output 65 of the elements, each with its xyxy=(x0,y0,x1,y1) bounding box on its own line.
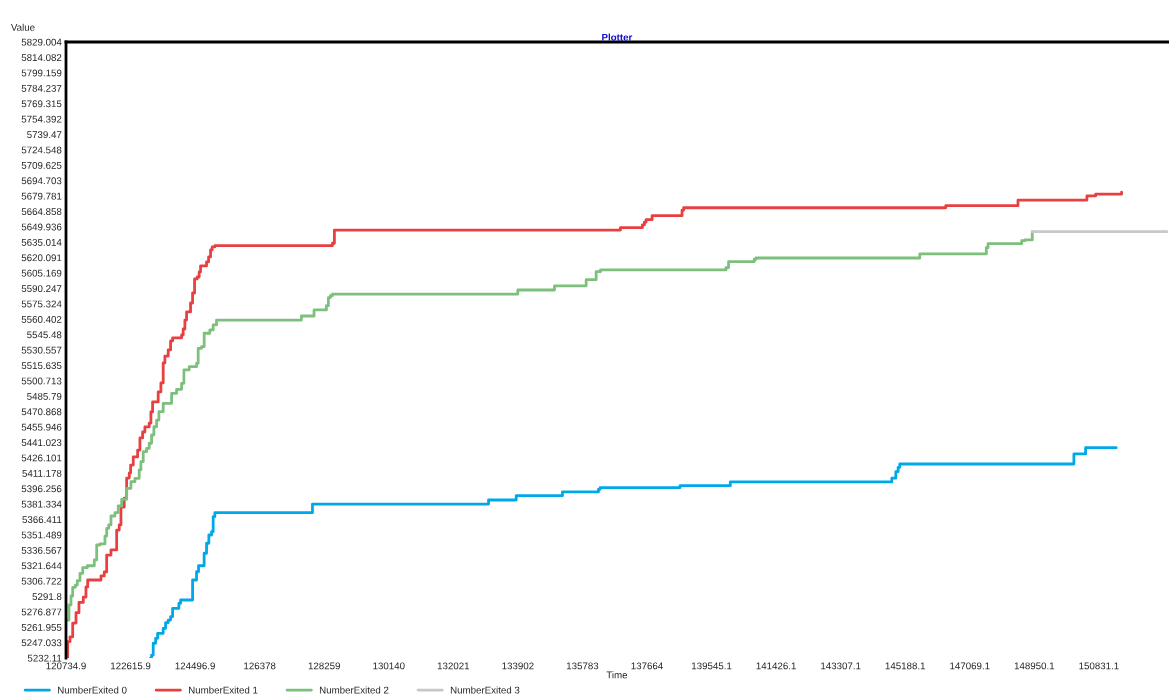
x-tick-label: 128259 xyxy=(308,662,340,670)
x-tick-label: 130140 xyxy=(373,662,405,670)
y-axis-title: Value xyxy=(10,23,35,31)
x-tick-label: 150831.1 xyxy=(1079,662,1119,670)
y-tick-label: 5814.082 xyxy=(21,54,62,62)
x-tick-label: 147069.1 xyxy=(950,662,990,670)
x-tick-label: 137664 xyxy=(631,662,663,670)
y-tick-label: 5635.014 xyxy=(21,238,62,246)
y-tick-label: 5605.169 xyxy=(21,269,62,277)
y-tick-label: 5649.936 xyxy=(21,223,62,231)
legend-label: NumberExited 3 xyxy=(450,686,520,694)
y-tick-label: 5664.858 xyxy=(21,208,62,216)
y-tick-label: 5396.256 xyxy=(21,485,62,493)
y-tick-label: 5306.722 xyxy=(21,577,62,585)
y-tick-label: 5500.713 xyxy=(21,377,62,385)
y-tick-label: 5485.79 xyxy=(27,392,62,400)
y-tick-label: 5366.411 xyxy=(22,516,62,524)
y-tick-label: 5799.159 xyxy=(21,69,62,77)
y-tick-label: 5351.489 xyxy=(21,531,62,539)
y-tick-label: 5291.8 xyxy=(32,593,62,601)
x-axis-title: Time xyxy=(606,671,628,679)
y-tick-label: 5441.023 xyxy=(21,439,62,447)
x-tick-label: 143307.1 xyxy=(821,662,861,670)
y-tick-label: 5261.955 xyxy=(21,623,62,631)
y-tick-label: 5575.324 xyxy=(21,300,62,308)
x-tick-label: 139545.1 xyxy=(692,662,732,670)
y-tick-label: 5829.004 xyxy=(21,38,62,46)
y-tick-label: 5470.868 xyxy=(21,408,62,416)
y-tick-label: 5709.625 xyxy=(21,161,62,169)
y-tick-label: 5545.48 xyxy=(27,331,62,339)
x-tick-label: 132021 xyxy=(437,662,470,670)
x-tick-label: 124496.9 xyxy=(175,662,215,670)
y-tick-label: 5754.392 xyxy=(21,115,62,123)
chart-title: Plotter xyxy=(602,33,633,41)
x-tick-label: 133902 xyxy=(502,662,534,670)
y-tick-label: 5232.11 xyxy=(27,654,62,662)
legend-label: NumberExited 2 xyxy=(319,686,389,694)
y-tick-label: 5411.178 xyxy=(22,469,62,477)
y-tick-label: 5455.946 xyxy=(21,423,62,431)
y-tick-label: 5381.334 xyxy=(21,500,62,508)
y-tick-label: 5590.247 xyxy=(21,285,62,293)
x-tick-label: 145188.1 xyxy=(885,662,926,670)
legend-label: NumberExited 0 xyxy=(58,686,127,694)
y-tick-label: 5620.091 xyxy=(21,254,62,262)
y-tick-label: 5515.635 xyxy=(21,362,62,370)
y-tick-label: 5247.033 xyxy=(21,639,62,647)
y-tick-label: 5336.567 xyxy=(21,546,62,554)
legend-label: NumberExited 1 xyxy=(189,686,258,694)
y-tick-label: 5724.548 xyxy=(21,146,62,154)
x-tick-label: 126378 xyxy=(244,662,276,670)
y-tick-label: 5321.644 xyxy=(21,562,62,570)
y-tick-label: 5679.781 xyxy=(21,192,62,200)
x-tick-label: 120734.9 xyxy=(46,662,86,670)
y-tick-label: 5739.47 xyxy=(27,131,62,139)
y-tick-label: 5694.703 xyxy=(21,177,62,185)
y-tick-label: 5530.557 xyxy=(21,346,62,354)
y-tick-label: 5276.877 xyxy=(21,608,62,616)
x-tick-label: 135783 xyxy=(566,662,599,670)
y-tick-label: 5426.101 xyxy=(21,454,62,462)
y-tick-label: 5784.237 xyxy=(21,84,62,92)
y-tick-label: 5769.315 xyxy=(21,100,62,108)
x-tick-label: 122615.9 xyxy=(111,662,151,670)
x-tick-label: 141426.1 xyxy=(756,662,796,670)
y-tick-label: 5560.402 xyxy=(21,315,62,323)
x-tick-label: 148950.1 xyxy=(1014,662,1055,670)
